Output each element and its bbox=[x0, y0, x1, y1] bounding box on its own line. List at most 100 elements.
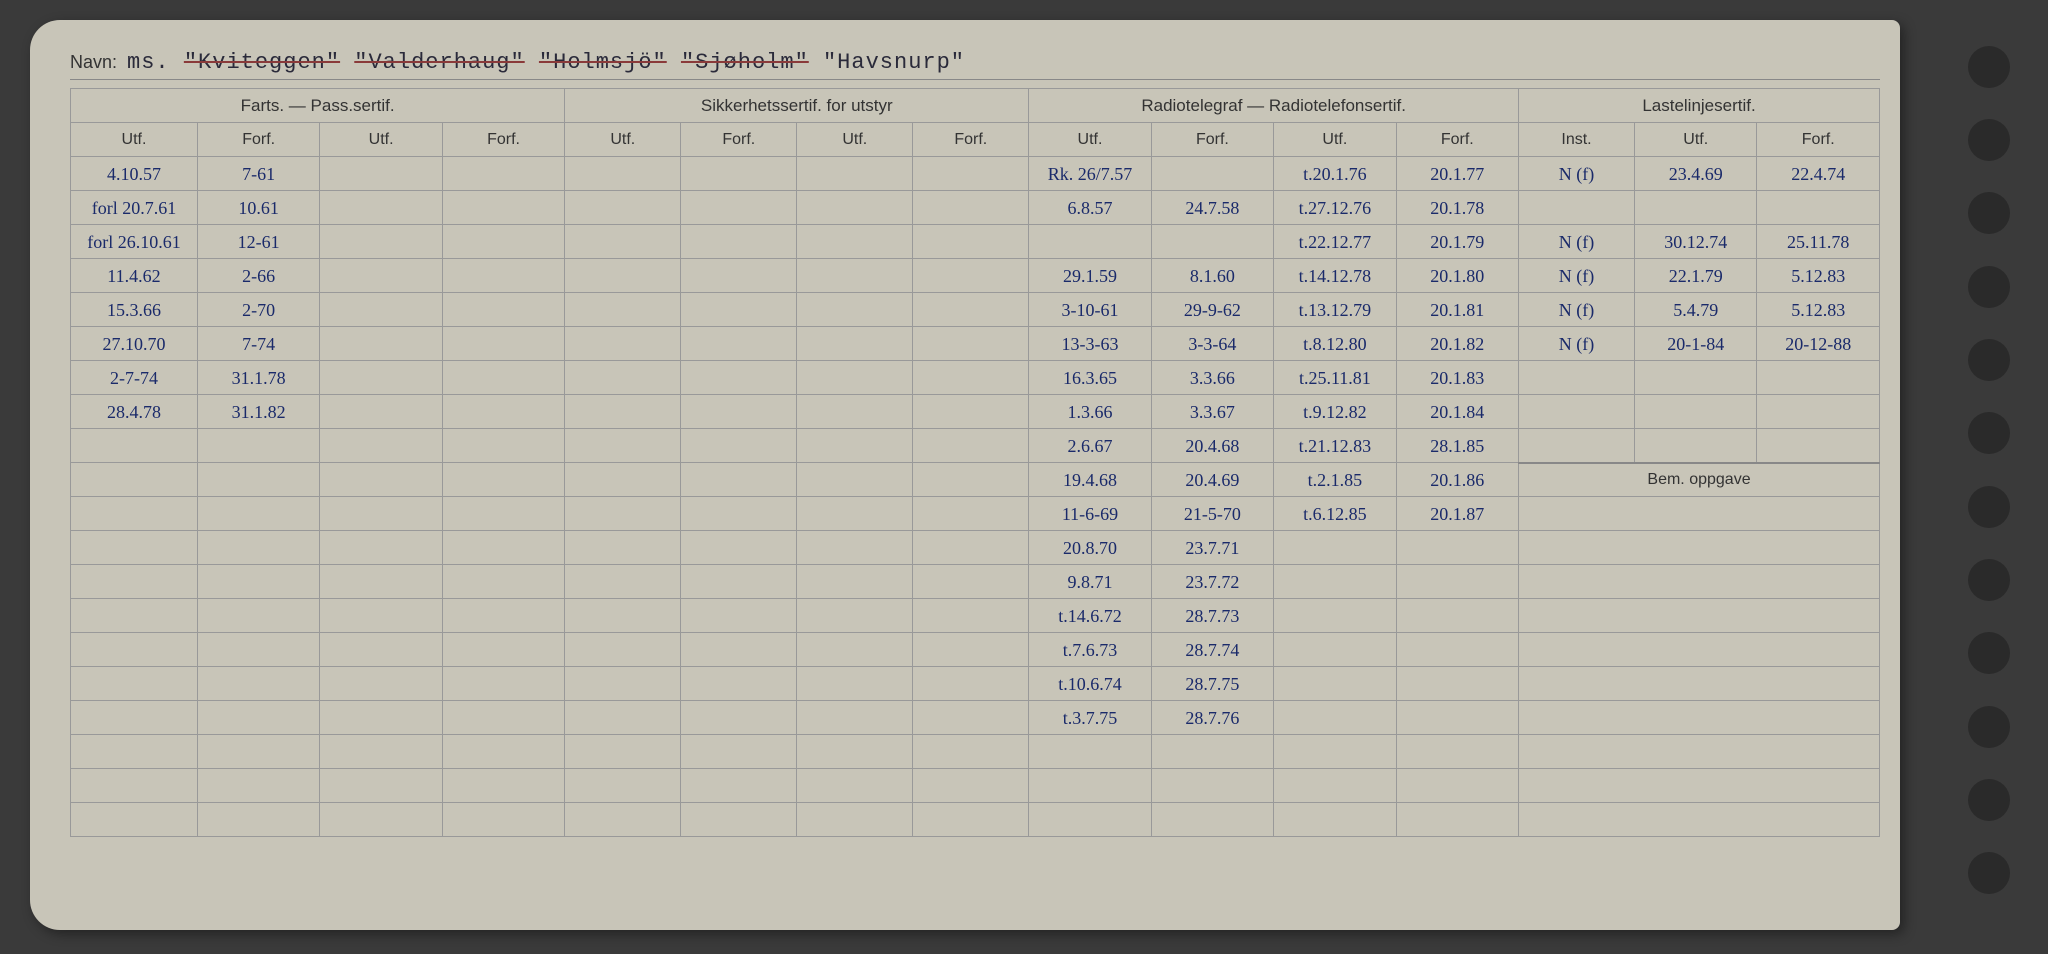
table-row: 9.8.7123.7.72 bbox=[71, 565, 1880, 599]
binder-hole bbox=[1968, 412, 2010, 454]
farts-utf bbox=[71, 463, 198, 497]
table-row: 2-7-7431.1.7816.3.653.3.66t.25.11.8120.1… bbox=[71, 361, 1880, 395]
radio-utf1 bbox=[1029, 803, 1151, 837]
empty-cell bbox=[442, 565, 564, 599]
binder-hole bbox=[1968, 779, 2010, 821]
laste-inst bbox=[1519, 361, 1635, 395]
radio-utf1: 13-3-63 bbox=[1029, 327, 1151, 361]
empty-cell bbox=[797, 191, 913, 225]
empty-cell bbox=[681, 667, 797, 701]
empty-cell bbox=[442, 769, 564, 803]
farts-utf bbox=[71, 497, 198, 531]
empty-cell bbox=[681, 395, 797, 429]
radio-forf2 bbox=[1396, 701, 1518, 735]
laste-inst bbox=[1519, 395, 1635, 429]
laste-utf: 5.4.79 bbox=[1635, 293, 1757, 327]
radio-forf2 bbox=[1396, 667, 1518, 701]
ship-name-0: "Kviteggen" bbox=[184, 50, 340, 75]
laste-utf: 22.1.79 bbox=[1635, 259, 1757, 293]
radio-forf1 bbox=[1151, 735, 1273, 769]
empty-cell bbox=[681, 497, 797, 531]
farts-utf: forl 20.7.61 bbox=[71, 191, 198, 225]
empty-cell bbox=[565, 735, 681, 769]
farts-forf bbox=[197, 531, 319, 565]
radio-utf1 bbox=[1029, 735, 1151, 769]
empty-cell bbox=[797, 327, 913, 361]
radio-utf2: t.22.12.77 bbox=[1274, 225, 1396, 259]
empty-cell bbox=[320, 293, 442, 327]
laste-inst bbox=[1519, 429, 1635, 463]
farts-forf bbox=[197, 429, 319, 463]
radio-utf2 bbox=[1274, 735, 1396, 769]
section-sikker: Sikkerhetssertif. for utstyr bbox=[565, 89, 1029, 123]
empty-cell bbox=[565, 701, 681, 735]
radio-utf2: t.2.1.85 bbox=[1274, 463, 1396, 497]
table-row: forl 20.7.6110.616.8.5724.7.58t.27.12.76… bbox=[71, 191, 1880, 225]
farts-forf bbox=[197, 803, 319, 837]
empty-cell bbox=[797, 497, 913, 531]
radio-forf2 bbox=[1396, 599, 1518, 633]
radio-forf2 bbox=[1396, 565, 1518, 599]
empty-cell bbox=[797, 565, 913, 599]
section-header-row: Farts. — Pass.sertif. Sikkerhetssertif. … bbox=[71, 89, 1880, 123]
laste-forf: 22.4.74 bbox=[1757, 157, 1880, 191]
radio-forf2: 20.1.87 bbox=[1396, 497, 1518, 531]
farts-utf bbox=[71, 803, 198, 837]
laste-forf: 5.12.83 bbox=[1757, 259, 1880, 293]
empty-cell bbox=[797, 463, 913, 497]
radio-forf1: 29-9-62 bbox=[1151, 293, 1273, 327]
empty-cell bbox=[565, 667, 681, 701]
farts-forf bbox=[197, 565, 319, 599]
radio-utf1: 11-6-69 bbox=[1029, 497, 1151, 531]
empty-cell bbox=[797, 735, 913, 769]
farts-forf: 7-61 bbox=[197, 157, 319, 191]
bem-oppgave-cell bbox=[1519, 735, 1880, 769]
col-radio-utf1: Utf. bbox=[1029, 123, 1151, 157]
binder-hole bbox=[1968, 486, 2010, 528]
farts-forf: 31.1.82 bbox=[197, 395, 319, 429]
farts-utf: forl 26.10.61 bbox=[71, 225, 198, 259]
laste-forf: 25.11.78 bbox=[1757, 225, 1880, 259]
radio-utf1: t.14.6.72 bbox=[1029, 599, 1151, 633]
bem-oppgave-cell bbox=[1519, 701, 1880, 735]
empty-cell bbox=[320, 191, 442, 225]
empty-cell bbox=[913, 735, 1029, 769]
radio-forf1: 20.4.69 bbox=[1151, 463, 1273, 497]
radio-utf2 bbox=[1274, 701, 1396, 735]
empty-cell bbox=[681, 327, 797, 361]
radio-utf1: Rk. 26/7.57 bbox=[1029, 157, 1151, 191]
farts-forf bbox=[197, 701, 319, 735]
empty-cell bbox=[681, 225, 797, 259]
binder-hole bbox=[1968, 706, 2010, 748]
radio-utf1: t.7.6.73 bbox=[1029, 633, 1151, 667]
laste-utf bbox=[1635, 191, 1757, 225]
empty-cell bbox=[797, 769, 913, 803]
laste-utf bbox=[1635, 395, 1757, 429]
radio-utf2: t.14.12.78 bbox=[1274, 259, 1396, 293]
col-sikker-forf2: Forf. bbox=[913, 123, 1029, 157]
radio-utf1: 2.6.67 bbox=[1029, 429, 1151, 463]
radio-utf1: 29.1.59 bbox=[1029, 259, 1151, 293]
radio-utf1: t.10.6.74 bbox=[1029, 667, 1151, 701]
laste-forf: 20-12-88 bbox=[1757, 327, 1880, 361]
farts-utf: 11.4.62 bbox=[71, 259, 198, 293]
radio-forf1: 28.7.75 bbox=[1151, 667, 1273, 701]
farts-utf bbox=[71, 531, 198, 565]
bem-oppgave-cell bbox=[1519, 531, 1880, 565]
empty-cell bbox=[565, 565, 681, 599]
empty-cell bbox=[913, 769, 1029, 803]
radio-forf2: 20.1.80 bbox=[1396, 259, 1518, 293]
empty-cell bbox=[565, 429, 681, 463]
laste-inst: N (f) bbox=[1519, 259, 1635, 293]
radio-forf1 bbox=[1151, 157, 1273, 191]
radio-utf1: 3-10-61 bbox=[1029, 293, 1151, 327]
empty-cell bbox=[797, 633, 913, 667]
table-row: forl 26.10.6112-61t.22.12.7720.1.79N (f)… bbox=[71, 225, 1880, 259]
farts-utf: 28.4.78 bbox=[71, 395, 198, 429]
empty-cell bbox=[320, 633, 442, 667]
empty-cell bbox=[442, 225, 564, 259]
empty-cell bbox=[797, 293, 913, 327]
table-body: 4.10.577-61Rk. 26/7.57t.20.1.7620.1.77N … bbox=[71, 157, 1880, 837]
empty-cell bbox=[565, 497, 681, 531]
empty-cell bbox=[913, 157, 1029, 191]
